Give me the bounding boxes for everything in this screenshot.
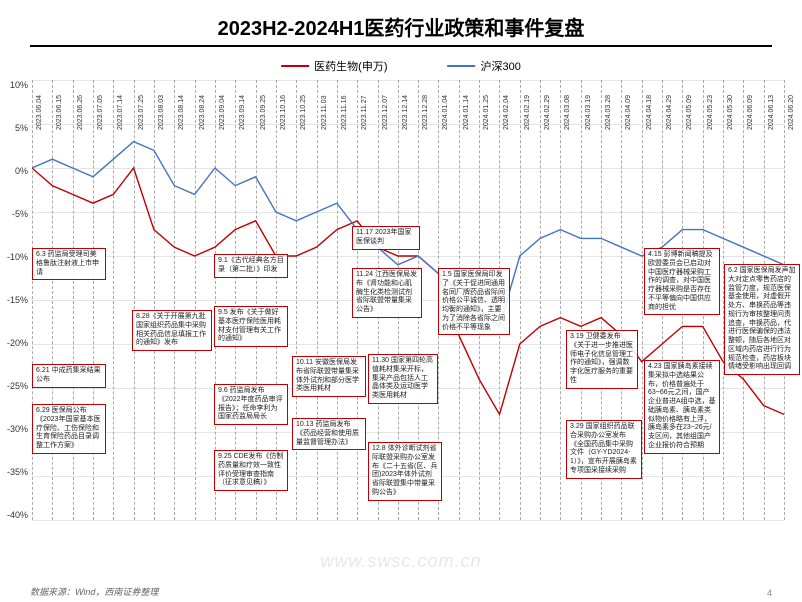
grid-line [32,520,784,521]
x-tick: 2023.08.14 [178,95,185,130]
event-annotation: 12.8 体外诊断试剂省际联盟采购办公室发布《二十五省(区、兵团)2023年体外… [368,442,442,501]
x-tick: 2023.07.25 [138,95,145,130]
x-tick: 2024.06.09 [747,95,754,130]
event-annotation: 8.28《关于开展第九批国家组织药品集中采购相关药品信息填报工作的通知》发布 [132,310,212,351]
event-annotation: 4.23 国家胰岛素接续集采拟中选结果公布，价格普遍处于63~66元之间，国产企… [644,360,720,454]
event-annotation: 11.17 2023年国家医保谈判 [352,226,420,250]
x-tick: 2023.07.14 [117,95,124,130]
x-tick: 2023.06.04 [36,95,43,130]
x-tick: 2024.01.04 [442,95,449,130]
footer-source: 数据来源：Wind，西南证券整理 [30,585,158,598]
x-tick: 2024.04.29 [666,95,673,130]
event-annotation: 11.24 江西医保局发布《肾功能和心肌酶生化类检测试剂省际联盟带量集采公告》 [352,268,422,318]
x-tick: 2024.04.09 [625,95,632,130]
y-tick: 10% [0,80,28,90]
legend-item-1: 医药生物(申万) [281,58,387,74]
event-annotation: 3.19 卫健委发布《关于进一步推进医师电子化信息管理工作的通知》，强调数字化医… [566,330,638,389]
x-tick: 2023.09.25 [260,95,267,130]
x-tick: 2023.11.27 [361,95,368,130]
x-tick: 2023.07.05 [97,95,104,130]
x-tick: 2024.02.29 [544,95,551,130]
x-tick: 2024.02.19 [524,95,531,130]
event-annotation: 9.25 CDE发布《仿制药质量和疗效一致性评价受理审查指南（征求意见稿）》 [214,450,288,491]
watermark: www.swsc.com.cn [320,551,481,572]
x-tick: 2023.06.15 [56,95,63,130]
y-tick: -20% [0,338,28,348]
y-tick: -30% [0,424,28,434]
x-tick: 2023.12.14 [402,95,409,130]
y-tick: -15% [0,295,28,305]
x-tick: 2023.08.24 [199,95,206,130]
legend-label-1: 医药生物(申万) [314,58,387,74]
event-annotation: 10.13 药监局发布《药品经营和使用质量监督管理办法》 [292,418,366,450]
page-number: 4 [767,588,772,598]
x-tick: 2023.11.16 [341,95,348,130]
event-annotation: 6.29 医保局公布《2023年国家基本医疗保险、工伤保险和生育保险药品目录调整… [32,404,106,454]
x-tick: 2023.09.14 [239,95,246,130]
event-annotation: 11.30 国家第四轮高值耗材集采开标，集采产品包括人工晶体类及运动医学类医用耗… [368,354,438,404]
y-tick: -5% [0,209,28,219]
x-tick: 2023.10.25 [300,95,307,130]
x-tick: 2024.05.23 [707,95,714,130]
x-tick: 2024.05.30 [727,95,734,130]
event-annotation: 9.6 药监局发布《2022年度药品审评报告》；任命李利为国家药监局局长 [214,384,288,425]
y-axis: 10% 5% 0% -5% -10% -15% -20% -25% -30% -35% -40% [0,80,28,520]
y-tick: -25% [0,381,28,391]
y-tick: 5% [0,123,28,133]
x-tick: 2024.03.28 [605,95,612,130]
event-annotation: 3.29 国家组织药品联合采购办公室发布《全国药品集中采购文件（GY-YD202… [566,420,642,479]
x-tick: 2023.12.07 [382,95,389,130]
x-tick: 2024.01.25 [483,95,490,130]
event-annotation: 6.3 药监局受理司美格鲁肽注射液上市申请 [32,248,106,280]
y-tick: -40% [0,510,28,520]
x-tick: 2023.11.03 [321,95,328,130]
legend: 医药生物(申万) 沪深300 [281,58,521,74]
legend-item-2: 沪深300 [447,58,520,74]
chart-area: 医药生物(申万) 沪深300 10%5%0%-5%-10%-15%-20%-25… [18,58,784,558]
x-axis: 2023.06.042023.06.152023.06.262023.07.05… [32,80,784,94]
event-annotation: 9.5 发布《关于做好基本医疗保险医用耗材支付管理有关工作的通知》 [214,306,288,347]
chart-title: 2023H2-2024H1医药行业政策和事件复盘 [30,0,772,47]
x-tick: 2024.02.04 [503,95,510,130]
y-tick: 0% [0,166,28,176]
x-tick: 2024.04.18 [646,95,653,130]
event-annotation: 4.15 彭博新闻稿提及欧盟委员会已启动对中国医疗器械采购工作的调查，对中国医疗… [644,248,720,315]
x-tick: 2024.06.13 [768,95,775,130]
y-tick: -10% [0,252,28,262]
y-tick: -35% [0,467,28,477]
x-tick: 2023.10.16 [280,95,287,130]
x-tick: 2024.05.09 [686,95,693,130]
x-tick: 2024.03.08 [564,95,571,130]
legend-line-2 [447,65,475,67]
x-tick: 2023.06.26 [77,95,84,130]
legend-line-1 [281,65,309,67]
event-annotation: 9.1《古代经典名方目录（第二批）》印发 [214,254,288,278]
event-annotation: 6.2 国家医保局发声加大对定点零售药店的监管力度，规范医保基金使用，对虚假开处… [724,264,800,375]
event-annotation: 1.5 国家医保局印发了《关于促进同通用名同厂牌药品省际间价格公平诚信、透明均衡… [438,268,510,335]
x-tick: 2023.12.28 [422,95,429,130]
x-tick: 2023.09.04 [219,95,226,130]
event-annotation: 10.11 安徽医保局发布省际联盟带量集采体外试剂和部分医学类医用耗材 [292,356,366,397]
x-tick: 2023.08.03 [158,95,165,130]
x-tick: 2024.03.19 [585,95,592,130]
x-tick: 2024.01.14 [463,95,470,130]
legend-label-2: 沪深300 [480,58,520,74]
event-annotation: 6.21 中成药集采结果公布 [32,364,106,388]
x-tick: 2024.06.20 [788,95,795,130]
